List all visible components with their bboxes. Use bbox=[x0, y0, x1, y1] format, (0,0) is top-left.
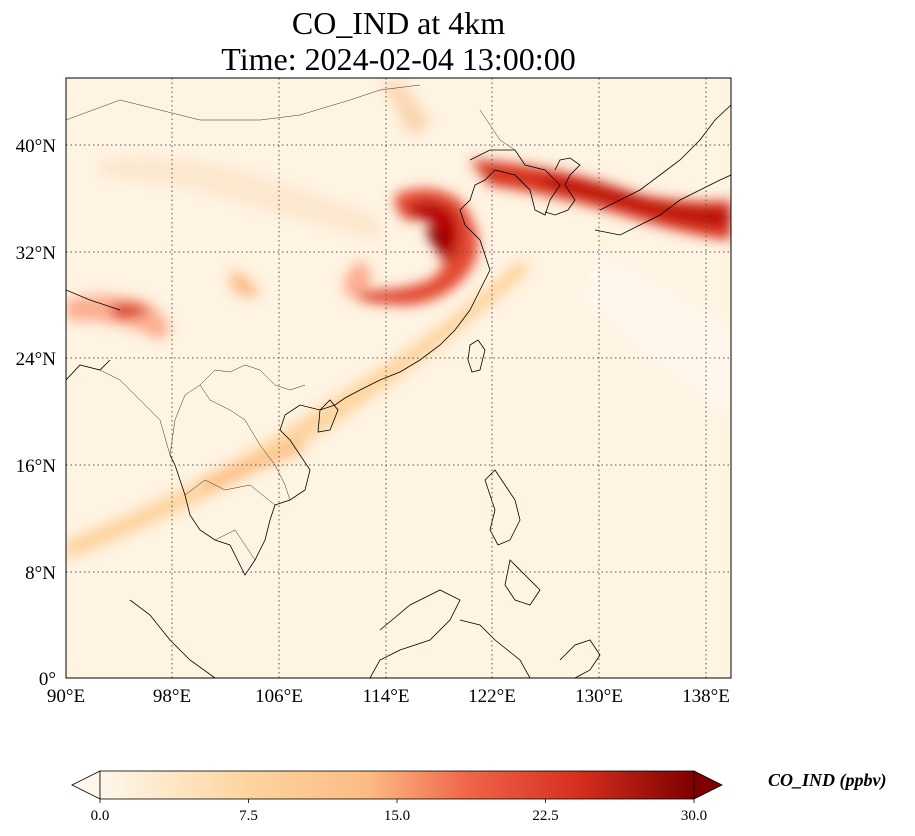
lat-tick-label: 24°N bbox=[16, 349, 57, 370]
colorbar-extend-min bbox=[71, 770, 101, 800]
map-title: CO_IND at 4km bbox=[291, 5, 506, 41]
lat-tick-label: 8°N bbox=[25, 563, 56, 584]
colorbar-tick-label: 22.5 bbox=[532, 808, 558, 824]
colorbar-tick-label: 7.5 bbox=[239, 808, 258, 824]
lon-tick-label: 130°E bbox=[575, 686, 623, 707]
lon-tick-label: 114°E bbox=[363, 686, 410, 707]
coastlines bbox=[66, 104, 731, 678]
lat-tick-label: 32°N bbox=[16, 243, 57, 264]
concentration-field bbox=[66, 78, 731, 678]
latitude-ticks: 40°N 32°N 24°N 16°N 8°N 0° bbox=[16, 136, 57, 690]
lat-tick-label: 16°N bbox=[16, 456, 57, 477]
lon-tick-label: 138°E bbox=[682, 686, 730, 707]
lat-tick-label: 40°N bbox=[16, 136, 57, 157]
lon-tick-label: 122°E bbox=[468, 686, 516, 707]
plume-layer bbox=[66, 80, 731, 560]
map-frame bbox=[65, 77, 732, 679]
lat-tick-label: 0° bbox=[39, 669, 56, 690]
colorbar-tick-label: 30.0 bbox=[681, 808, 707, 824]
colorbar-label: CO_IND (ppbv) bbox=[768, 770, 887, 790]
map-subtitle-time: Time: 2024-02-04 13:00:00 bbox=[221, 41, 576, 77]
longitude-ticks: 90°E 98°E 106°E 114°E 122°E 130°E 138°E bbox=[47, 686, 730, 707]
gridlines bbox=[66, 78, 731, 678]
lon-tick-label: 90°E bbox=[47, 686, 85, 707]
colorbar-gradient bbox=[99, 770, 695, 800]
lon-tick-label: 106°E bbox=[255, 686, 303, 707]
colorbar-tick-label: 0.0 bbox=[91, 808, 110, 824]
colorbar-tick-label: 15.0 bbox=[384, 808, 410, 824]
colorbar: 0.0 7.5 15.0 22.5 30.0 bbox=[71, 770, 723, 824]
lon-tick-label: 98°E bbox=[153, 686, 191, 707]
colorbar-extend-max bbox=[693, 770, 723, 800]
